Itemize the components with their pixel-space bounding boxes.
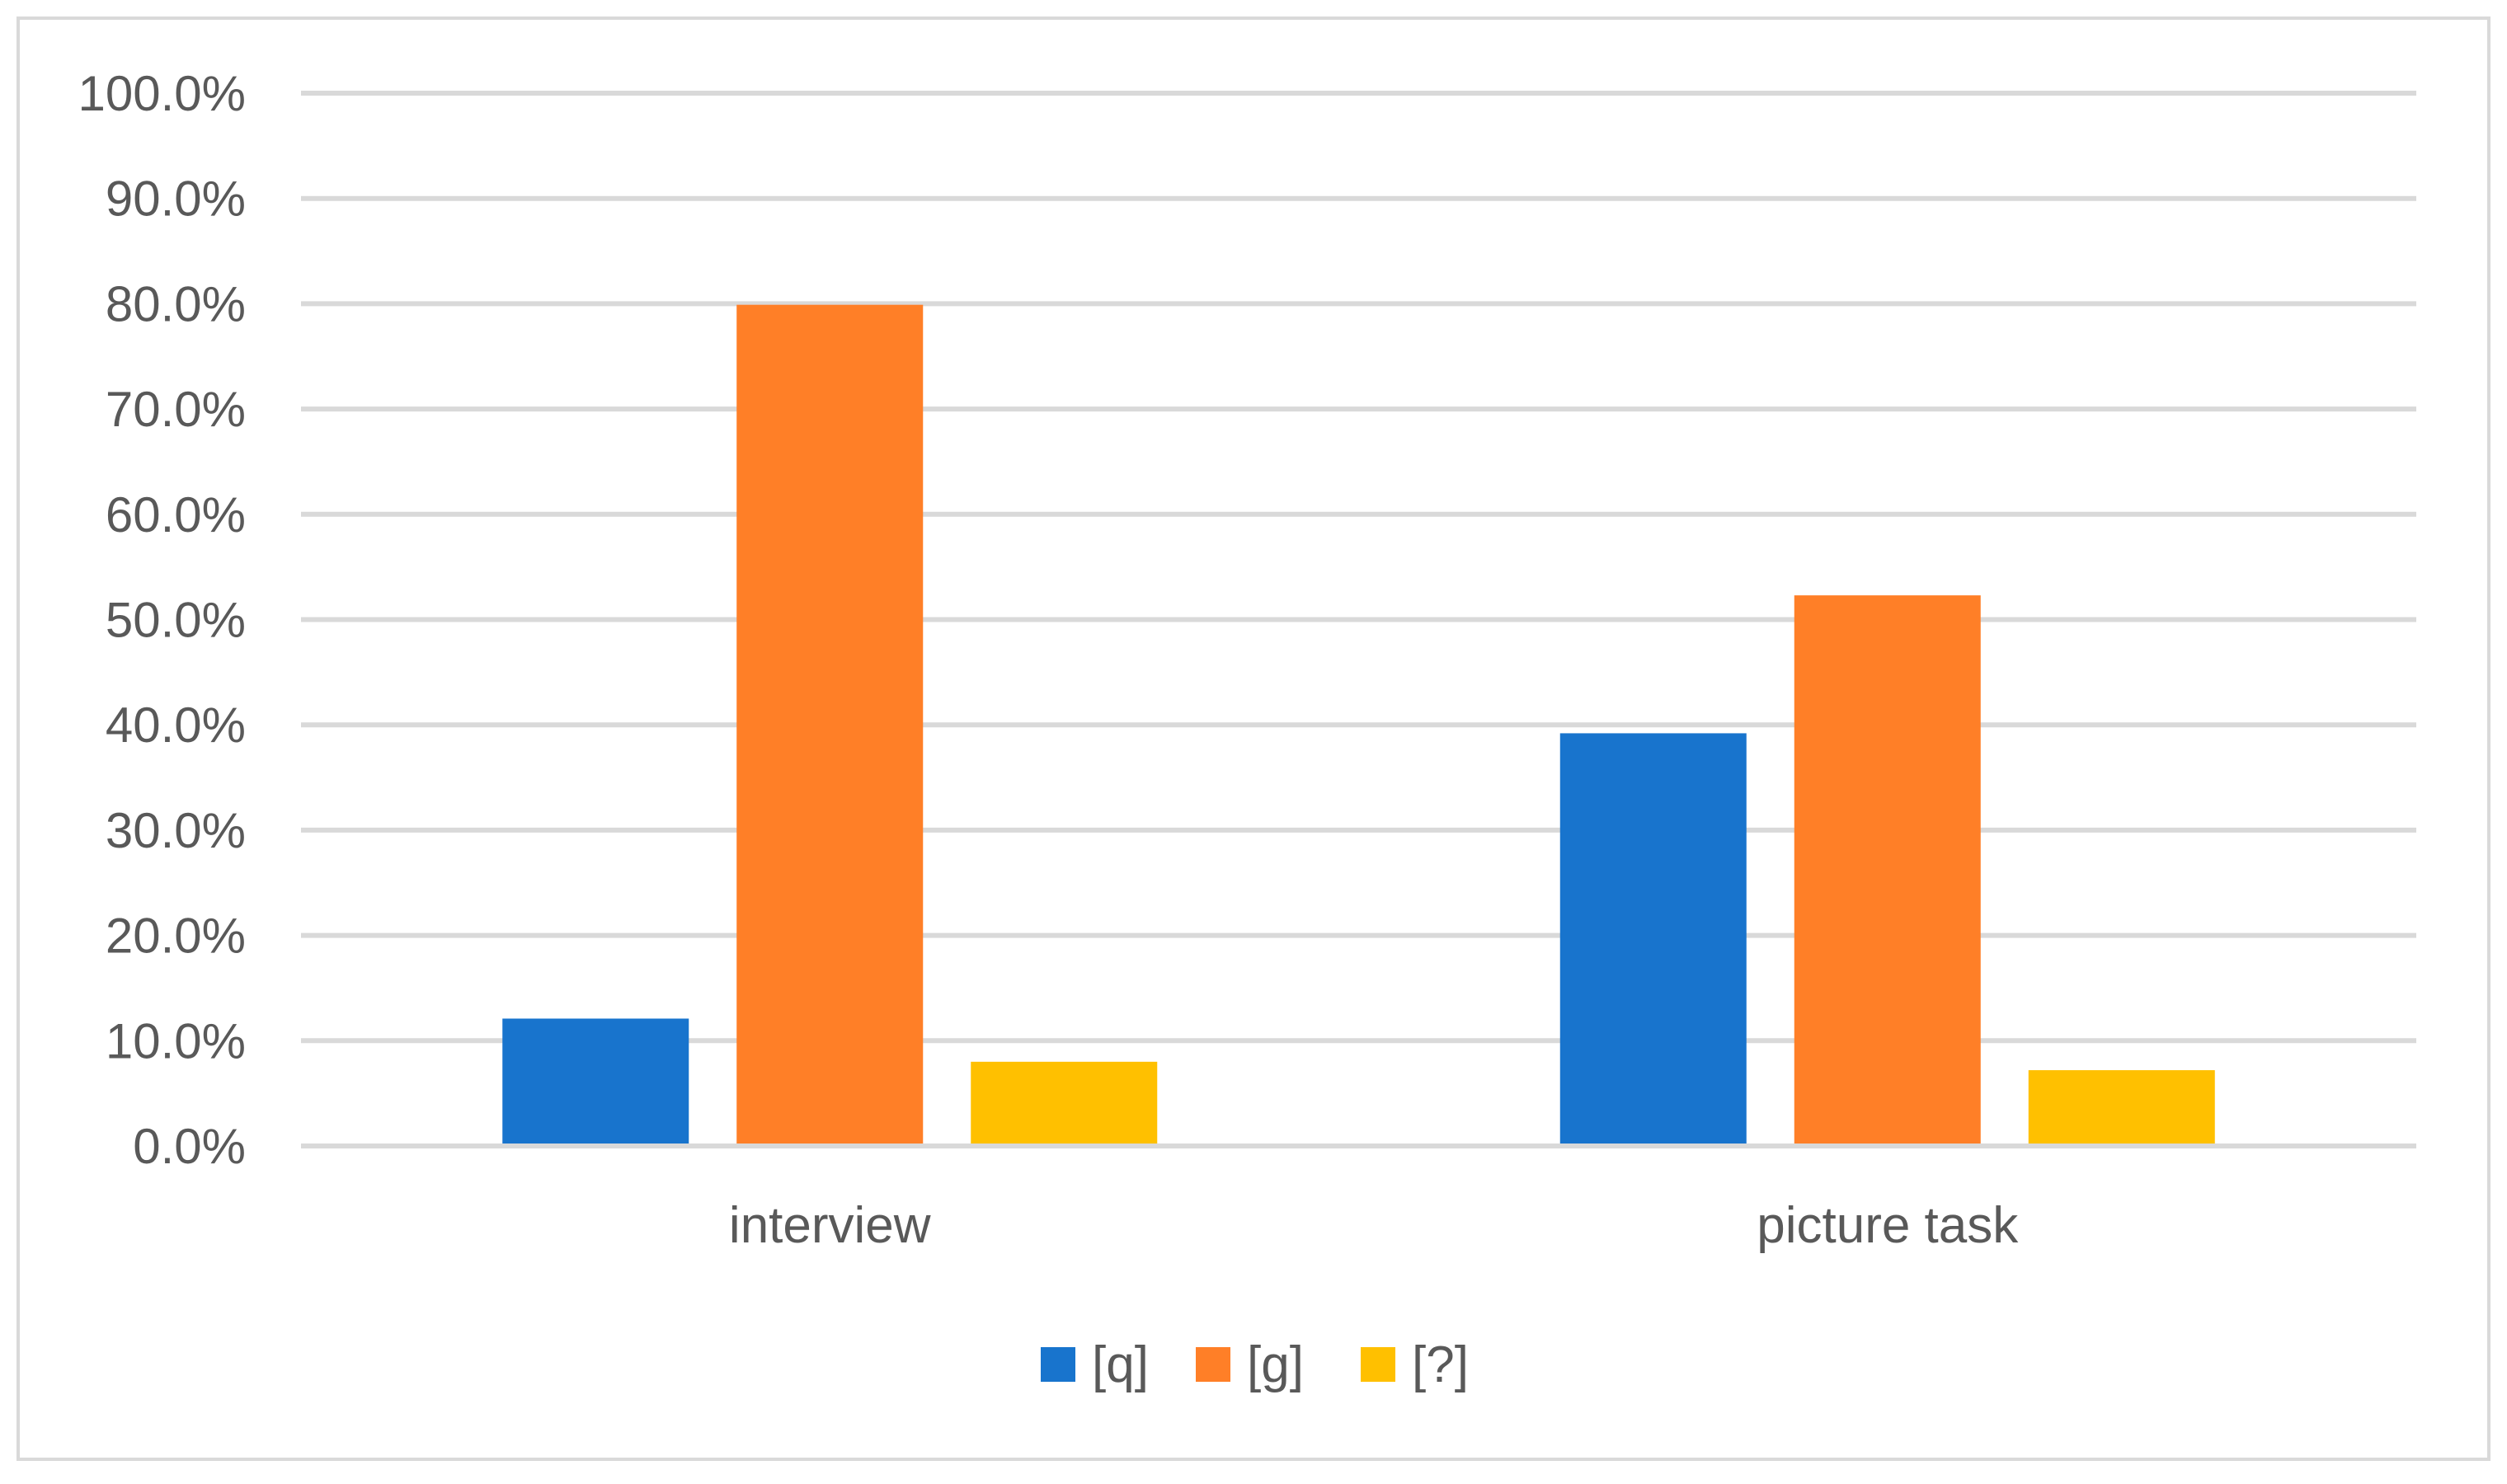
bar-picture-task-series-1 <box>1794 595 1981 1144</box>
x-category-label: interview <box>729 1197 931 1254</box>
bar-picture-task-series-0 <box>1559 733 1747 1144</box>
y-axis-tick-labels: 0.0% 10.0% 20.0% 30.0% 40.0% 50.0% 60.0% 70.0% 8… <box>78 66 247 1174</box>
legend: [q] [g] [?] <box>1041 1336 1469 1393</box>
bar-picture-task-series-2 <box>2028 1070 2215 1144</box>
chart-frame <box>16 16 2491 1461</box>
y-tick-label: 60.0% <box>106 487 246 542</box>
x-axis-category-labels: interview picture task <box>729 1197 2019 1254</box>
legend-label: [g] <box>1247 1336 1304 1393</box>
legend-swatch <box>1361 1347 1395 1382</box>
x-category-label: picture task <box>1757 1197 2019 1254</box>
y-tick-label: 70.0% <box>106 382 246 437</box>
legend-swatch <box>1196 1347 1230 1382</box>
y-tick-label: 10.0% <box>106 1013 246 1068</box>
bar-interview-series-2 <box>971 1061 1158 1144</box>
bars <box>502 304 2215 1144</box>
y-tick-label: 90.0% <box>106 171 246 227</box>
legend-swatch <box>1041 1347 1075 1382</box>
legend-label: [?] <box>1412 1336 1469 1393</box>
y-tick-label: 0.0% <box>133 1119 246 1174</box>
bar-interview-series-1 <box>736 304 924 1144</box>
y-tick-label: 80.0% <box>106 276 246 331</box>
y-tick-label: 50.0% <box>106 593 246 648</box>
legend-label: [q] <box>1092 1336 1149 1393</box>
y-tick-label: 30.0% <box>106 803 246 858</box>
y-tick-label: 20.0% <box>106 909 246 964</box>
gridlines <box>301 91 2416 1148</box>
y-tick-label: 40.0% <box>106 697 246 753</box>
bar-interview-series-0 <box>502 1018 689 1144</box>
y-tick-label: 100.0% <box>78 66 247 121</box>
